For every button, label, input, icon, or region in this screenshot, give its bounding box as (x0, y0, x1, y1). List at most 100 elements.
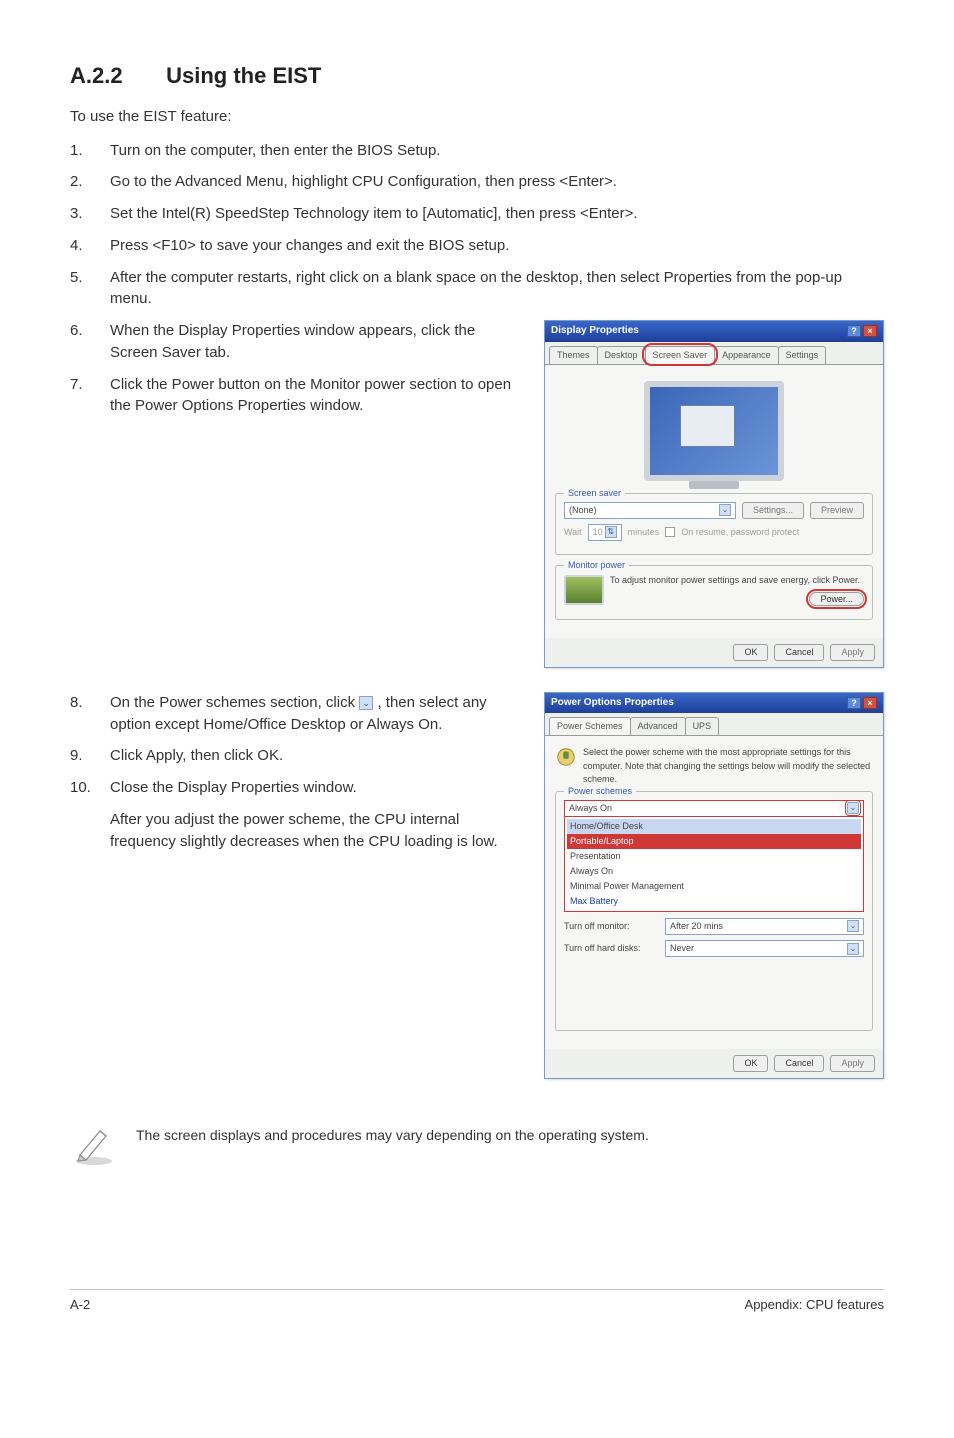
dialog-buttons: OK Cancel Apply (545, 638, 883, 667)
step-text: On the Power schemes section, click ⌄ , … (110, 692, 520, 736)
scheme-option[interactable]: Minimal Power Management (567, 879, 861, 894)
resume-checkbox[interactable] (665, 527, 675, 537)
step-text: Go to the Advanced Menu, highlight CPU C… (110, 171, 884, 193)
step-num: 3. (70, 203, 110, 225)
tab-desktop[interactable]: Desktop (597, 346, 646, 364)
scheme-options-list: Home/Office Desk Portable/Laptop Present… (564, 816, 864, 912)
step-text: Click Apply, then click OK. (110, 745, 520, 767)
mini-window-icon (680, 405, 735, 447)
footer-title: Appendix: CPU features (745, 1296, 884, 1315)
apply-button[interactable]: Apply (830, 644, 875, 661)
tail-paragraph: After you adjust the power scheme, the C… (110, 809, 520, 853)
section-heading: A.2.2 Using the EIST (70, 60, 884, 92)
step-text: When the Display Properties window appea… (110, 320, 520, 364)
step-num: 10. (70, 777, 110, 799)
screensaver-legend: Screen saver (564, 487, 625, 500)
tab-power-schemes[interactable]: Power Schemes (549, 717, 631, 735)
scheme-option[interactable]: Presentation (567, 849, 861, 864)
section-title: Using the EIST (166, 63, 321, 88)
power-schemes-fieldset: Power schemes Always On ⌄ Home/Office De… (555, 791, 873, 1031)
step-num: 5. (70, 267, 110, 311)
spinner-icon: ⇅ (605, 526, 617, 538)
note-text: The screen displays and procedures may v… (136, 1121, 884, 1145)
wait-spinner[interactable]: 10 ⇅ (588, 524, 622, 541)
titlebar: Power Options Properties ? × (545, 693, 883, 714)
help-icon[interactable]: ? (847, 697, 861, 709)
scheme-option[interactable]: Portable/Laptop (567, 834, 861, 849)
chevron-down-icon: ⌄ (847, 920, 859, 932)
tab-advanced[interactable]: Advanced (630, 717, 686, 735)
preview-button[interactable]: Preview (810, 502, 864, 519)
screensaver-select[interactable]: (None) ⌄ (564, 502, 736, 519)
power-options-window: Power Options Properties ? × Power Schem… (544, 692, 884, 1079)
chevron-down-icon: ⌄ (847, 943, 859, 955)
scheme-select[interactable]: Always On ⌄ (564, 800, 864, 817)
step-text: Set the Intel(R) SpeedStep Technology it… (110, 203, 884, 225)
step-text: After the computer restarts, right click… (110, 267, 884, 311)
titlebar: Display Properties ? × (545, 321, 883, 342)
step-num: 9. (70, 745, 110, 767)
steps-list-3: 8. On the Power schemes section, click ⌄… (70, 692, 520, 799)
power-button[interactable]: Power... (809, 592, 864, 606)
help-icon[interactable]: ? (847, 325, 861, 337)
power-plug-icon (555, 746, 577, 768)
step-num: 4. (70, 235, 110, 257)
resume-label: On resume, password protect (681, 526, 799, 539)
tab-themes[interactable]: Themes (549, 346, 598, 364)
section-number: A.2.2 (70, 60, 160, 92)
monitor-power-fieldset: Monitor power To adjust monitor power se… (555, 565, 873, 620)
turn-off-hdd-select[interactable]: Never ⌄ (665, 940, 864, 957)
step-num: 2. (70, 171, 110, 193)
scheme-legend: Power schemes (564, 785, 636, 798)
page-footer: A-2 Appendix: CPU features (70, 1296, 884, 1315)
scheme-value: Always On (569, 802, 612, 815)
monitor-icon (564, 575, 604, 605)
monitor-power-text: To adjust monitor power settings and sav… (610, 574, 864, 587)
tab-strip: Themes Desktop Screen Saver Appearance S… (545, 342, 883, 364)
window-title: Display Properties (551, 324, 639, 339)
dialog-buttons: OK Cancel Apply (545, 1049, 883, 1078)
wait-unit: minutes (628, 526, 660, 539)
steps-list: 1.Turn on the computer, then enter the B… (70, 140, 884, 311)
screensaver-value: (None) (569, 504, 597, 517)
tab-screensaver[interactable]: Screen Saver (645, 346, 716, 364)
close-icon[interactable]: × (863, 325, 877, 337)
display-properties-window: Display Properties ? × Themes Desktop Sc… (544, 320, 884, 668)
settings-button[interactable]: Settings... (742, 502, 804, 519)
step-text: Press <F10> to save your changes and exi… (110, 235, 884, 257)
step-text: Close the Display Properties window. (110, 777, 520, 799)
scheme-option[interactable]: Max Battery (567, 894, 861, 909)
step-num: 7. (70, 374, 110, 418)
page-number: A-2 (70, 1296, 90, 1315)
wait-label: Wait (564, 526, 582, 539)
chevron-down-icon: ⌄ (359, 696, 373, 710)
turn-off-hdd-value: Never (670, 942, 694, 955)
ok-button[interactable]: OK (733, 1055, 768, 1072)
power-desc: Select the power scheme with the most ap… (583, 746, 873, 785)
footer-divider (70, 1289, 884, 1290)
steps-list-2: 6.When the Display Properties window app… (70, 320, 520, 417)
window-title: Power Options Properties (551, 696, 674, 711)
turn-off-monitor-label: Turn off monitor: (564, 920, 659, 933)
scheme-option[interactable]: Home/Office Desk (567, 819, 861, 834)
scheme-option[interactable]: Always On (567, 864, 861, 879)
apply-button[interactable]: Apply (830, 1055, 875, 1072)
turn-off-monitor-value: After 20 mins (670, 920, 723, 933)
tab-strip: Power Schemes Advanced UPS (545, 713, 883, 735)
tab-ups[interactable]: UPS (685, 717, 720, 735)
close-icon[interactable]: × (863, 697, 877, 709)
step-text: Click the Power button on the Monitor po… (110, 374, 520, 418)
cancel-button[interactable]: Cancel (774, 644, 824, 661)
wait-value: 10 (593, 526, 603, 539)
note-row: The screen displays and procedures may v… (70, 1121, 884, 1169)
step-text: Turn on the computer, then enter the BIO… (110, 140, 884, 162)
cancel-button[interactable]: Cancel (774, 1055, 824, 1072)
step-num: 8. (70, 692, 110, 736)
step-num: 1. (70, 140, 110, 162)
turn-off-monitor-select[interactable]: After 20 mins ⌄ (665, 918, 864, 935)
tab-appearance[interactable]: Appearance (714, 346, 779, 364)
step-num: 6. (70, 320, 110, 364)
ok-button[interactable]: OK (733, 644, 768, 661)
monitor-preview (644, 381, 784, 481)
tab-settings[interactable]: Settings (778, 346, 827, 364)
